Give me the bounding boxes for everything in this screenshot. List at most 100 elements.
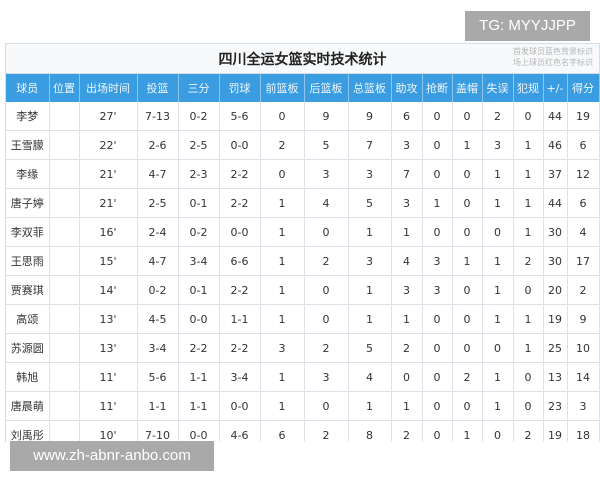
stats-table-panel: 四川全运女篮实时技术统计 首发球员蓝色背景标识 场上球员红色名字标识 球员 位置出… xyxy=(5,43,600,450)
stat-cell: 3-4 xyxy=(178,246,220,276)
player-name: 高颂 xyxy=(6,304,50,334)
stat-cell: 0 xyxy=(452,217,483,247)
stat-cell: 3 xyxy=(391,188,423,218)
stat-cell: 2 xyxy=(513,246,544,276)
column-header: 罚球 xyxy=(219,74,261,102)
stat-cell: 0 xyxy=(422,130,453,160)
stat-cell: 1 xyxy=(513,333,544,363)
stat-cell: 2-2 xyxy=(219,188,261,218)
column-header: 失误 xyxy=(482,74,514,102)
column-header: 后篮板 xyxy=(304,74,349,102)
stat-cell xyxy=(49,246,80,276)
stat-cell: 1 xyxy=(391,304,423,334)
stat-cell: 1 xyxy=(482,362,514,392)
stat-cell: 0-1 xyxy=(178,275,220,305)
stat-cell: 0 xyxy=(422,333,453,363)
table-row: 李梦 27' 7-13 0-2 5-6 0 9 9 6 0 0 2 0 44 19 xyxy=(6,102,600,131)
stat-cell: 0 xyxy=(260,102,305,131)
table-row: 王思雨 15' 4-7 3-4 6-6 1 2 3 4 3 1 1 2 30 17 xyxy=(6,246,600,276)
stat-cell: 0 xyxy=(260,159,305,189)
stat-cell xyxy=(49,102,80,131)
stat-cell: 17 xyxy=(567,246,600,276)
stat-cell: 3 xyxy=(348,159,392,189)
stat-cell: 2 xyxy=(482,102,514,131)
stat-cell: 3 xyxy=(260,333,305,363)
stat-cell: 23 xyxy=(543,391,568,421)
stat-cell: 21' xyxy=(79,188,138,218)
stat-cell: 0 xyxy=(482,333,514,363)
stat-cell: 2-2 xyxy=(219,333,261,363)
stat-cell: 1 xyxy=(513,217,544,247)
column-header: 抢断 xyxy=(422,74,453,102)
stat-cell: 5 xyxy=(348,333,392,363)
stat-cell: 3 xyxy=(304,362,349,392)
table-row: 王雪朦 22' 2-6 2-5 0-0 2 5 7 3 0 1 3 1 46 6 xyxy=(6,130,600,160)
column-header: 投篮 xyxy=(137,74,179,102)
stat-cell: 2 xyxy=(304,333,349,363)
stat-cell xyxy=(49,304,80,334)
stat-cell: 0 xyxy=(422,304,453,334)
stat-cell: 3 xyxy=(567,391,600,421)
stat-cell: 46 xyxy=(543,130,568,160)
stat-cell: 4 xyxy=(348,362,392,392)
table-row: 唐子婷 21' 2-5 0-1 2-2 1 4 5 3 1 0 1 1 44 6 xyxy=(6,188,600,218)
player-name: 韩旭 xyxy=(6,362,50,392)
stat-cell: 2-4 xyxy=(137,217,179,247)
stat-cell: 0 xyxy=(452,102,483,131)
stat-cell: 0 xyxy=(422,159,453,189)
stat-cell: 2 xyxy=(567,275,600,305)
stat-cell: 1 xyxy=(348,391,392,421)
stat-cell: 1 xyxy=(482,246,514,276)
stat-cell: 0-2 xyxy=(137,275,179,305)
column-header: 前篮板 xyxy=(260,74,305,102)
stat-cell: 6 xyxy=(391,102,423,131)
stat-cell: 9 xyxy=(348,102,392,131)
stat-cell xyxy=(49,362,80,392)
stat-cell xyxy=(49,217,80,247)
stat-cell: 13 xyxy=(543,362,568,392)
player-name: 李双菲 xyxy=(6,217,50,247)
stat-cell: 2 xyxy=(260,130,305,160)
stat-cell: 3 xyxy=(391,275,423,305)
stat-cell: 0 xyxy=(482,217,514,247)
stat-cell: 3 xyxy=(482,130,514,160)
stat-cell: 1-1 xyxy=(219,304,261,334)
stat-cell: 0 xyxy=(452,275,483,305)
column-header: 得分 xyxy=(567,74,600,102)
stat-cell: 4-7 xyxy=(137,159,179,189)
stat-cell: 5 xyxy=(348,188,392,218)
stat-cell: 15' xyxy=(79,246,138,276)
stat-cell: 1 xyxy=(348,275,392,305)
stat-cell: 0 xyxy=(452,159,483,189)
stat-cell: 2 xyxy=(304,246,349,276)
stat-cell: 44 xyxy=(543,102,568,131)
stat-cell xyxy=(49,275,80,305)
column-header: 出场时间 xyxy=(79,74,138,102)
stat-cell: 19 xyxy=(543,304,568,334)
table-title: 四川全运女篮实时技术统计 xyxy=(218,52,387,68)
stat-cell: 14 xyxy=(567,362,600,392)
stat-cell: 0 xyxy=(391,362,423,392)
stat-cell: 27' xyxy=(79,102,138,131)
stat-cell: 19 xyxy=(567,102,600,131)
stat-cell: 37 xyxy=(543,159,568,189)
player-name: 苏源圆 xyxy=(6,333,50,363)
stat-cell: 2 xyxy=(391,333,423,363)
stat-cell: 6 xyxy=(567,130,600,160)
stat-cell xyxy=(49,159,80,189)
stat-cell: 1 xyxy=(482,159,514,189)
stat-cell xyxy=(49,188,80,218)
stat-cell: 1 xyxy=(260,391,305,421)
stat-cell: 4 xyxy=(391,246,423,276)
stat-cell: 21' xyxy=(79,159,138,189)
stat-cell: 0 xyxy=(422,362,453,392)
player-name: 王思雨 xyxy=(6,246,50,276)
stat-cell: 2-6 xyxy=(137,130,179,160)
stat-cell: 22' xyxy=(79,130,138,160)
player-name: 唐子婷 xyxy=(6,188,50,218)
stat-cell xyxy=(49,391,80,421)
stat-cell: 0-0 xyxy=(219,130,261,160)
stat-cell: 1 xyxy=(482,188,514,218)
stat-cell: 1 xyxy=(260,275,305,305)
stat-cell: 1 xyxy=(482,304,514,334)
